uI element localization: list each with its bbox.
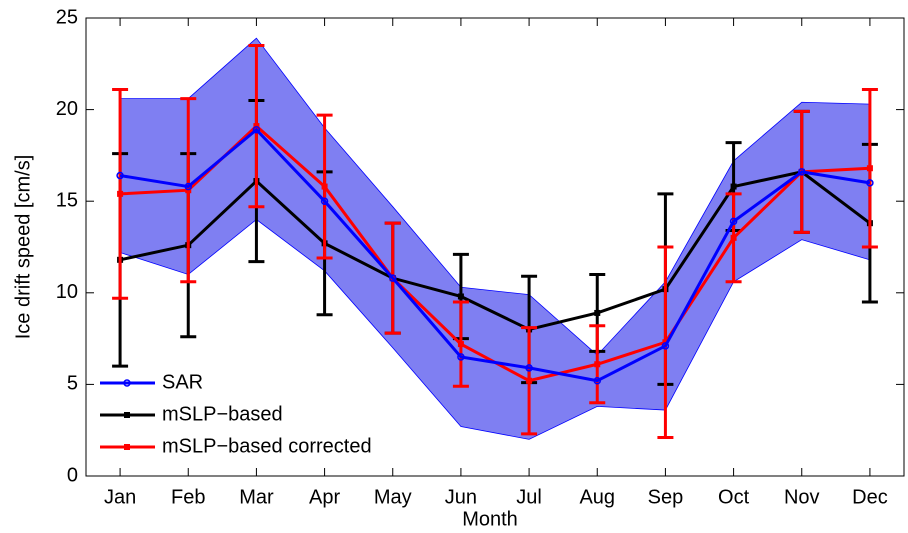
point (184, 182, 192, 191)
point (594, 309, 601, 316)
x-tick-label: Sep (648, 486, 684, 508)
point (389, 274, 397, 282)
y-tick-label: 20 (56, 98, 78, 120)
x-axis-label: Month (462, 508, 518, 530)
legend-marker (124, 412, 130, 418)
legend-marker (123, 379, 131, 387)
point (593, 376, 601, 385)
y-axis-label: Ice drift speed [cm/s] (12, 155, 34, 340)
legend-label: mSLP−based corrected (162, 435, 372, 457)
legend-marker (124, 444, 130, 450)
x-tick-label: Dec (852, 486, 888, 508)
x-tick-label: Apr (309, 486, 340, 508)
plot-frame (85, 17, 905, 477)
point (866, 179, 874, 187)
legend-label: mSLP−based (162, 403, 283, 425)
series-line (119, 170, 871, 332)
x-tick-label: Mar (239, 486, 274, 508)
point (730, 183, 737, 190)
point (798, 168, 806, 176)
point (526, 377, 533, 384)
point (457, 353, 465, 361)
legend: SAR mSLP−based mSLP−based corrected (100, 371, 372, 457)
point (661, 342, 670, 350)
x-tick-label: Feb (171, 486, 205, 508)
point (321, 183, 328, 190)
y-tick-label: 25 (56, 6, 78, 28)
y-tick-label: 0 (67, 464, 78, 486)
x-tick-label: Oct (718, 486, 750, 508)
point (866, 165, 873, 172)
point (116, 171, 124, 180)
point (594, 361, 601, 368)
y-tick-label: 10 (56, 281, 78, 303)
std-band (119, 37, 871, 440)
x-tick-label: May (374, 486, 412, 508)
point (457, 293, 464, 300)
legend-label: SAR (162, 371, 203, 393)
x-tick-label: Nov (784, 486, 820, 508)
point (729, 217, 738, 226)
x-tick-label: Aug (579, 486, 615, 508)
point (457, 341, 464, 348)
point (320, 197, 329, 205)
x-tick-label: Jan (104, 486, 136, 508)
x-tick-label: Jun (445, 486, 477, 508)
point (117, 190, 124, 197)
y-tick-label: 5 (67, 373, 78, 395)
point (525, 364, 533, 372)
point (252, 126, 261, 134)
y-tick-label: 15 (56, 189, 78, 211)
x-tick-label: Jul (516, 486, 542, 508)
series-line (119, 127, 871, 383)
point (730, 234, 737, 241)
